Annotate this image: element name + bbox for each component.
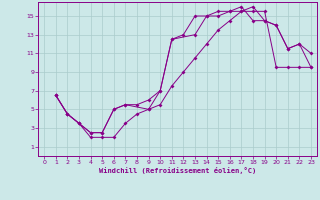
X-axis label: Windchill (Refroidissement éolien,°C): Windchill (Refroidissement éolien,°C)	[99, 167, 256, 174]
